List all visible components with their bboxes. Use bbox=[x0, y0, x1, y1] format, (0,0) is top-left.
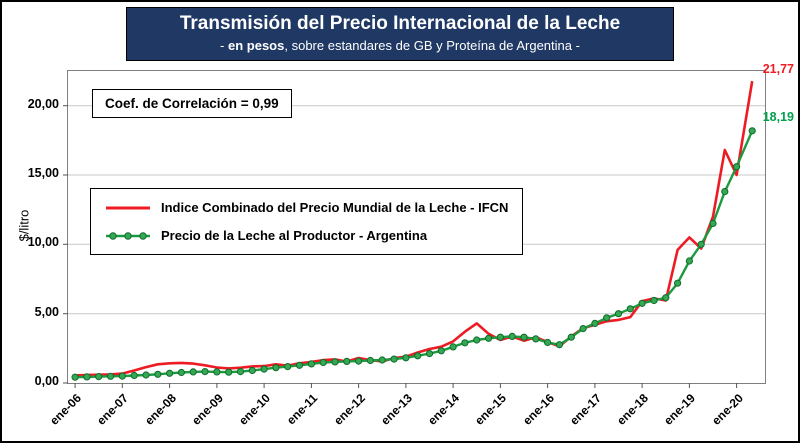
legend-label-argentina: Precio de la Leche al Productor - Argent… bbox=[161, 228, 428, 243]
y-tick-label: 0,00 bbox=[34, 374, 59, 388]
legend-item-ifcn: Indice Combinado del Precio Mundial de l… bbox=[105, 200, 508, 215]
chart-title: Transmisión del Precio Internacional de … bbox=[179, 13, 621, 34]
legend-label-ifcn: Indice Combinado del Precio Mundial de l… bbox=[161, 200, 509, 215]
title-box: Transmisión del Precio Internacional de … bbox=[126, 7, 674, 61]
red-line-swatch-icon bbox=[106, 206, 150, 209]
subtitle-rest: , sobre estandares de GB y Proteína de A… bbox=[284, 37, 580, 53]
y-tick-label: 20,00 bbox=[27, 96, 59, 111]
chart-subtitle: - en pesos, sobre estandares de GB y Pro… bbox=[135, 38, 665, 53]
y-tick-label: 15,00 bbox=[27, 166, 59, 180]
y-tick-label: 10,00 bbox=[27, 235, 59, 250]
subtitle-prefix: - bbox=[220, 37, 228, 53]
series-end-value-green: 18,19 bbox=[762, 110, 794, 124]
legend: Indice Combinado del Precio Mundial de l… bbox=[90, 188, 524, 255]
subtitle-bold: en pesos bbox=[228, 37, 285, 53]
green-marker-line-swatch-icon bbox=[106, 231, 150, 240]
y-tick-label: 5,00 bbox=[34, 304, 59, 319]
legend-item-argentina: Precio de la Leche al Productor - Argent… bbox=[105, 228, 508, 243]
series-end-value-red: 21,77 bbox=[762, 62, 794, 76]
correlation-annotation: Coef. de Correlación = 0,99 bbox=[92, 89, 292, 118]
